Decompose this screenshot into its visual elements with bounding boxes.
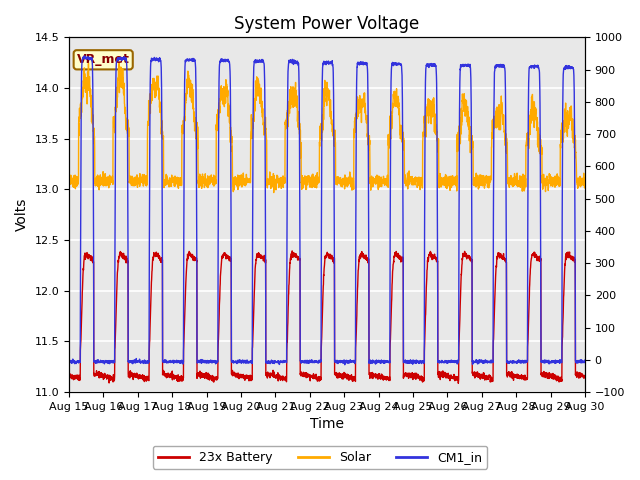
CM1_in: [516, 360, 524, 366]
Title: System Power Voltage: System Power Voltage: [234, 15, 420, 33]
Solar: [581, 181, 589, 187]
23x Battery: [285, 276, 293, 281]
23x Battery: [581, 373, 589, 379]
23x Battery: [516, 373, 524, 379]
23x Battery: [124, 259, 132, 265]
Solar: [155, 85, 163, 91]
CM1_in: [155, 59, 163, 65]
X-axis label: Time: Time: [310, 418, 344, 432]
CM1_in: [341, 362, 349, 368]
23x Battery: [454, 380, 462, 386]
CM1_in: [572, 256, 579, 262]
23x Battery: [65, 372, 73, 378]
Solar: [124, 120, 132, 125]
Solar: [65, 175, 73, 181]
23x Battery: [263, 373, 271, 379]
Line: 23x Battery: 23x Battery: [69, 251, 585, 383]
Y-axis label: Volts: Volts: [15, 198, 29, 231]
CM1_in: [81, 53, 88, 59]
Solar: [285, 110, 293, 116]
Text: VR_met: VR_met: [77, 53, 130, 66]
Line: Solar: Solar: [69, 63, 585, 192]
CM1_in: [263, 359, 271, 364]
CM1_in: [581, 357, 589, 363]
Solar: [572, 132, 579, 138]
Solar: [516, 174, 524, 180]
Solar: [270, 190, 278, 195]
Line: CM1_in: CM1_in: [69, 56, 585, 365]
CM1_in: [285, 59, 293, 65]
Solar: [263, 182, 271, 188]
23x Battery: [288, 248, 296, 254]
Solar: [84, 60, 92, 66]
CM1_in: [124, 255, 132, 261]
23x Battery: [155, 252, 163, 258]
23x Battery: [572, 256, 579, 262]
Legend: 23x Battery, Solar, CM1_in: 23x Battery, Solar, CM1_in: [153, 446, 487, 469]
CM1_in: [65, 359, 73, 365]
